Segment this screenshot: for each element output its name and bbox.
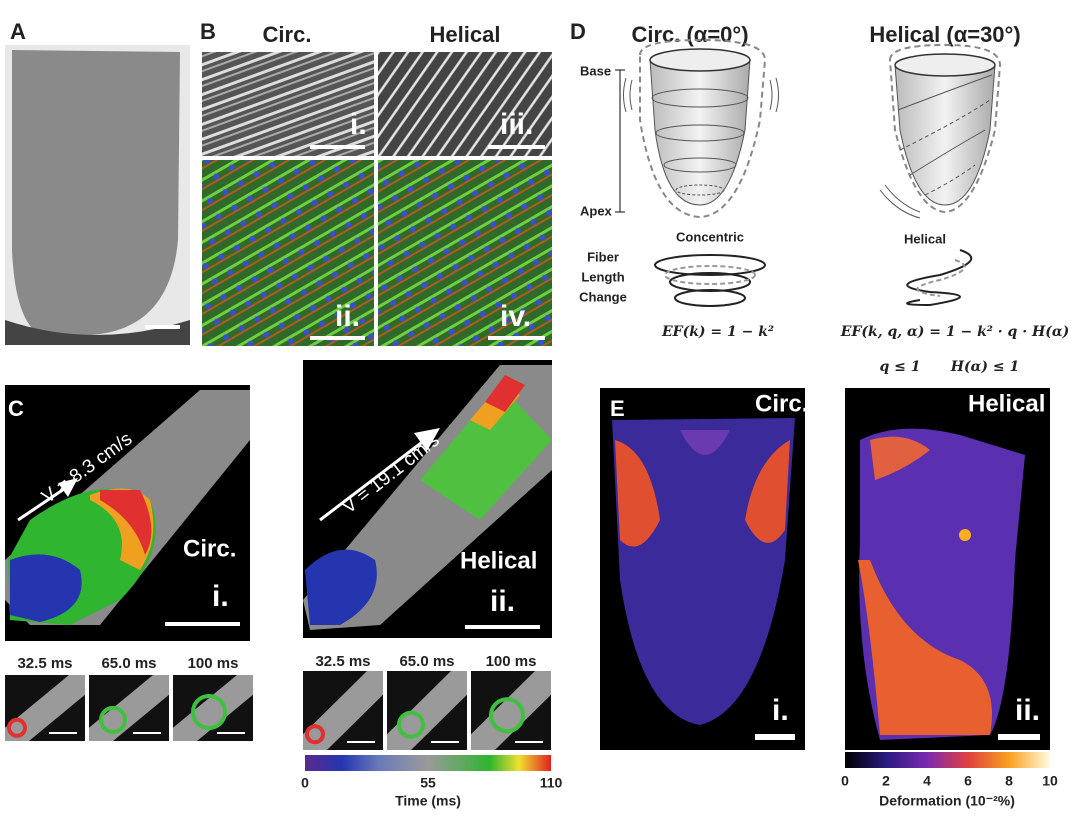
subpanel-tag: i.: [350, 108, 367, 141]
frame-activation: [305, 724, 325, 745]
map-name: Circ.: [755, 390, 808, 417]
colorbar-tick-label: 6: [964, 773, 972, 789]
panel-label: B: [200, 19, 216, 44]
equation: EF(k) = 1 − k²: [661, 324, 774, 340]
colorbar-tick-label: 110: [540, 775, 563, 791]
panel-label: E: [610, 396, 625, 421]
row-label: Fiber: [587, 249, 619, 264]
colorbar-tick-label: 55: [420, 775, 436, 791]
cone-helical: [879, 43, 1002, 219]
colorbar-label: Time (ms): [395, 793, 461, 809]
frame-time: 100 ms: [486, 653, 537, 670]
column-title: Helical: [430, 22, 501, 47]
colorbar-tick-label: 8: [1005, 773, 1013, 789]
frame-activation: [99, 705, 127, 734]
frame-strips: 32.5 ms 65.0 ms 100 ms 32.5 ms 65.0 ms 100 ms: [5, 653, 551, 750]
tissue-image: [12, 50, 180, 335]
axis-label: Base: [580, 63, 611, 78]
frame-tissue: [387, 671, 467, 750]
frame-activation: [397, 710, 425, 739]
helical-diagram: [906, 249, 973, 307]
frame-tissue: [471, 671, 551, 750]
subpanel-tag: ii.: [1015, 694, 1040, 727]
hotspot: [959, 529, 971, 541]
panel-label: A: [10, 19, 26, 44]
frame-tissue: [173, 675, 253, 741]
activation-front: [305, 549, 377, 625]
map-name: Helical: [968, 390, 1045, 417]
constraint: q ≤ 1: [879, 359, 920, 375]
subpanel-tag: iv.: [500, 300, 531, 333]
activation-front: [420, 385, 552, 520]
hotspot: [680, 430, 730, 455]
tissue: [612, 418, 795, 725]
frame-time: 65.0 ms: [101, 655, 156, 672]
subpanel-tag: i.: [212, 580, 229, 613]
colorbar-label: Deformation (10⁻²%): [879, 793, 1015, 809]
colorbar-tick-label: 0: [301, 775, 309, 791]
frame-activation: [489, 697, 525, 734]
arrow-head: [414, 428, 440, 451]
scale-bars: [310, 145, 545, 340]
column-title: Circ. (α=0°): [631, 22, 748, 47]
colorbar-ticks: 0 55 110: [301, 775, 562, 791]
colorbar: [845, 752, 1050, 768]
velocity-arrow: [319, 438, 426, 522]
subpanel-tag: iii.: [500, 108, 533, 141]
cone-circ: [623, 38, 779, 219]
dish-edge: [5, 320, 190, 345]
equation: EF(k, q, α) = 1 − k² · q · H(α): [840, 324, 1069, 340]
frame-time: 32.5 ms: [315, 653, 370, 670]
concentric-diagram: [654, 254, 766, 307]
panel-label: C: [8, 396, 24, 421]
frame-time: 32.5 ms: [17, 655, 72, 672]
panel-label: D: [570, 19, 586, 44]
hotspot: [745, 440, 790, 543]
colorbar: [305, 755, 551, 771]
subpanel-tag: ii.: [335, 300, 360, 333]
frame-time: 100 ms: [188, 655, 239, 672]
colorbar-tick-label: 10: [1042, 773, 1058, 789]
hotspot: [858, 560, 992, 735]
row-label: Length: [581, 269, 624, 284]
colorbar-tick-label: 0: [841, 773, 849, 789]
frame-time: 65.0 ms: [399, 653, 454, 670]
sem-image: [378, 52, 552, 156]
activation-front: [100, 490, 152, 555]
colorbar-tick-label: 4: [923, 773, 931, 789]
sem-image: [202, 52, 374, 156]
hotspot: [615, 440, 660, 547]
fluorescence-image: [378, 160, 552, 346]
pattern-label: Concentric: [676, 229, 744, 244]
subpanel-tag: i.: [772, 694, 789, 727]
axis-label: Apex: [580, 203, 613, 218]
column-title: Circ.: [263, 22, 312, 47]
hotspot: [870, 436, 930, 480]
constraint: H(α) ≤ 1: [950, 359, 1019, 375]
pattern-label: Helical: [904, 231, 946, 246]
frame-activation: [191, 693, 227, 730]
activation-front: [10, 554, 82, 622]
frame-activation: [7, 717, 27, 738]
subpanel-tag: ii.: [490, 585, 515, 618]
map-name: Helical: [460, 547, 537, 574]
fluorescence-image: [202, 160, 374, 346]
frame-tissue: [89, 675, 169, 741]
colorbar-tick-label: 2: [882, 773, 890, 789]
column-title: Helical (α=30°): [869, 22, 1020, 47]
axis-line: [615, 69, 625, 213]
arrow-head: [58, 478, 78, 497]
colorbar-ticks: 0 2 4 6 8 10: [841, 773, 1058, 789]
row-label: Change: [579, 289, 627, 304]
activation-front: [485, 375, 525, 412]
velocity-arrow: [17, 483, 71, 522]
map-name: Circ.: [183, 535, 236, 562]
